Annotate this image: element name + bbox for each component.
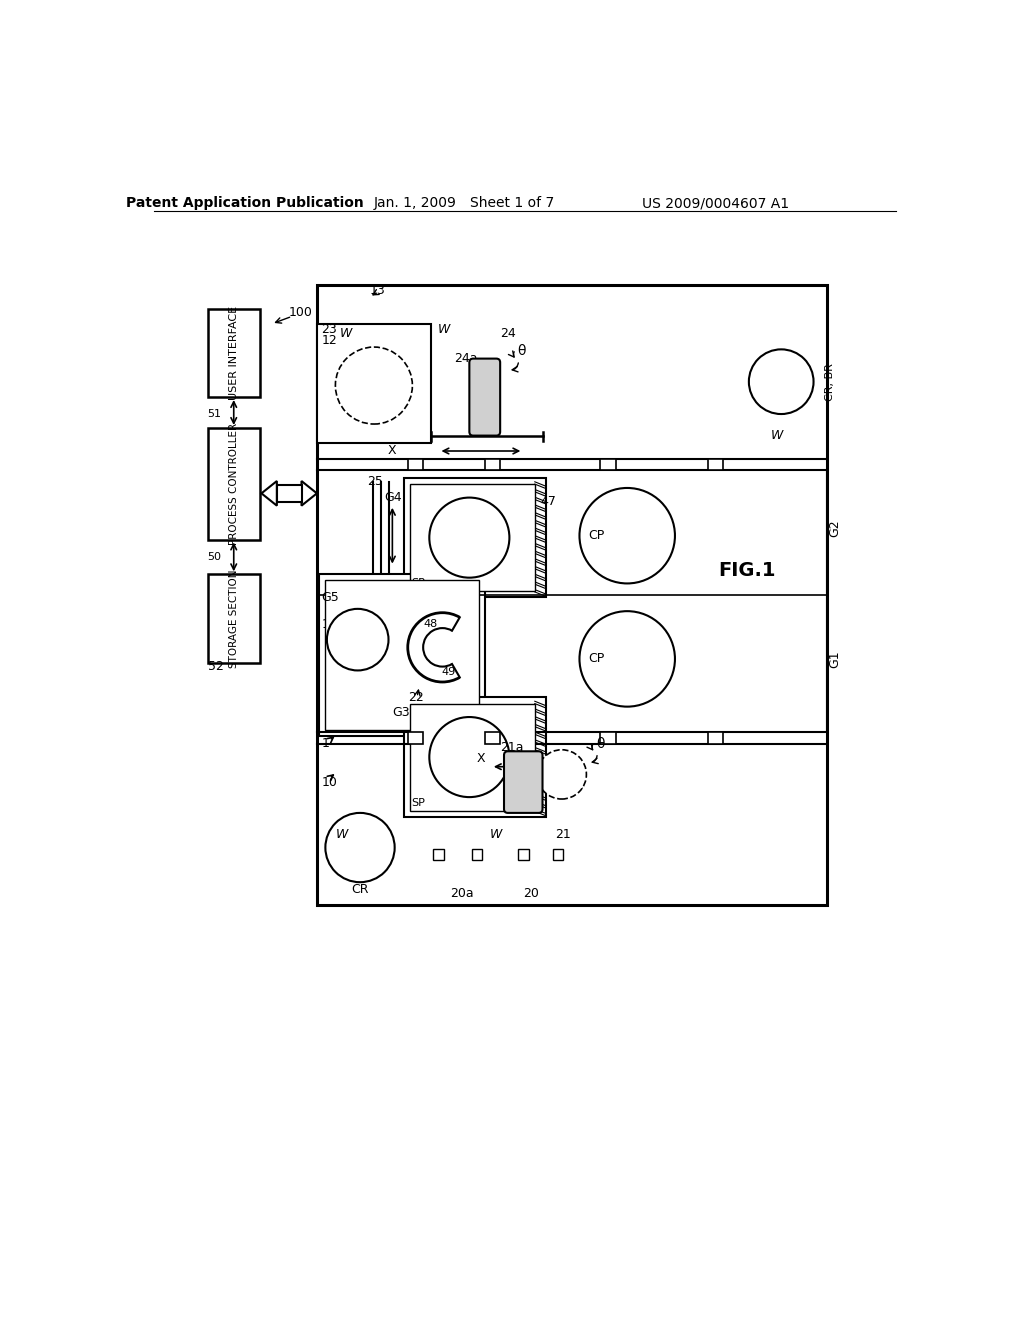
Text: W: W [336,828,348,841]
Bar [410,704,535,810]
Circle shape [327,609,388,671]
Text: US 2009/0004607 A1: US 2009/0004607 A1 [642,197,790,210]
Bar [408,733,423,743]
Text: 11: 11 [322,618,337,631]
Bar [708,733,724,743]
Bar [472,849,482,859]
Bar [208,574,260,663]
Text: G1: G1 [828,649,842,668]
Circle shape [580,488,675,583]
Text: 47: 47 [541,495,557,508]
Text: X: X [476,752,485,766]
Text: 25: 25 [368,475,383,488]
Bar [276,484,301,502]
Text: CP: CP [588,652,604,665]
Circle shape [429,717,509,797]
Bar [553,849,563,859]
Text: 1: 1 [322,737,330,750]
Bar [708,459,724,470]
Bar [403,478,547,598]
Text: STORAGE SECTION: STORAGE SECTION [228,569,239,668]
Text: Sheet 1 of 7: Sheet 1 of 7 [470,197,554,210]
Text: Jan. 1, 2009: Jan. 1, 2009 [374,197,457,210]
Bar [316,323,431,444]
Text: SP: SP [411,797,425,808]
Bar [433,849,444,859]
Text: CR: CR [351,883,369,896]
Text: USER INTERFACE: USER INTERFACE [228,306,239,400]
Text: 10: 10 [322,776,337,788]
Text: CLE: CLE [339,718,362,731]
Bar [518,849,528,859]
Bar [484,733,500,743]
Bar [208,309,260,397]
Text: 23: 23 [322,323,337,335]
Text: G2: G2 [828,519,842,537]
Bar [319,574,484,737]
FancyBboxPatch shape [504,751,543,813]
Bar [326,581,478,730]
Bar [600,459,615,470]
Text: 21a: 21a [500,741,523,754]
Text: W: W [438,323,451,335]
Text: 21: 21 [556,828,571,841]
Text: PROCESS CONTROLLER: PROCESS CONTROLLER [228,422,239,545]
Circle shape [429,498,509,578]
Text: 52: 52 [208,660,223,673]
Text: 20: 20 [523,887,539,900]
Text: θ: θ [596,737,604,751]
Bar [484,459,500,470]
Circle shape [326,813,394,882]
Text: X: X [388,445,396,458]
Text: W: W [340,327,352,341]
Text: G3: G3 [392,706,410,719]
Text: W: W [771,429,783,442]
FancyArrow shape [261,480,276,506]
FancyArrow shape [301,480,316,506]
Bar [410,484,535,591]
Text: Patent Application Publication: Patent Application Publication [126,197,364,210]
Text: 12: 12 [322,334,337,347]
Circle shape [749,350,813,414]
Text: 51: 51 [208,409,221,418]
FancyBboxPatch shape [469,359,500,436]
Text: 46: 46 [347,638,360,647]
Text: 22: 22 [408,690,424,704]
Bar [403,697,547,817]
Text: θ: θ [517,345,526,358]
Text: 24a: 24a [454,352,477,366]
Bar [600,733,615,743]
Text: G4: G4 [385,491,402,504]
Text: FIG.1: FIG.1 [718,561,775,579]
Bar [208,428,260,540]
Text: 24: 24 [500,327,516,341]
Bar [316,285,827,906]
Text: 49: 49 [441,667,456,677]
Circle shape [538,750,587,799]
Text: 48: 48 [424,619,438,630]
Circle shape [336,347,413,424]
Text: CP: CP [588,529,604,543]
Text: 20a: 20a [450,887,473,900]
Text: CR, BR: CR, BR [824,363,835,401]
Text: W: W [490,828,503,841]
Text: SP: SP [411,578,425,589]
Text: G5: G5 [322,591,339,603]
Bar [408,459,423,470]
Text: 13: 13 [370,284,385,297]
Circle shape [580,611,675,706]
Text: 22a: 22a [343,624,365,635]
Text: 50: 50 [208,552,221,562]
Text: 100: 100 [289,306,312,319]
